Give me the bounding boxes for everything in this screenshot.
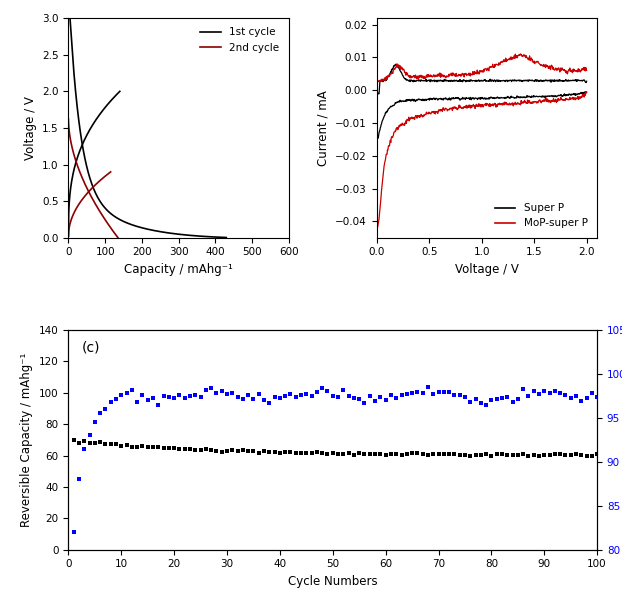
Y-axis label: Current / mA: Current / mA — [317, 90, 330, 166]
Text: (c): (c) — [81, 341, 100, 355]
X-axis label: Capacity / mAhg⁻¹: Capacity / mAhg⁻¹ — [124, 263, 233, 276]
Legend: Super P, MoP-super P: Super P, MoP-super P — [490, 199, 592, 233]
Legend: 1st cycle, 2nd cycle: 1st cycle, 2nd cycle — [196, 24, 284, 57]
X-axis label: Voltage / V: Voltage / V — [455, 263, 519, 276]
Y-axis label: Reversible Capacity / mAhg⁻¹: Reversible Capacity / mAhg⁻¹ — [21, 353, 34, 527]
X-axis label: Cycle Numbers: Cycle Numbers — [288, 575, 378, 588]
Y-axis label: Voltage / V: Voltage / V — [24, 96, 37, 160]
